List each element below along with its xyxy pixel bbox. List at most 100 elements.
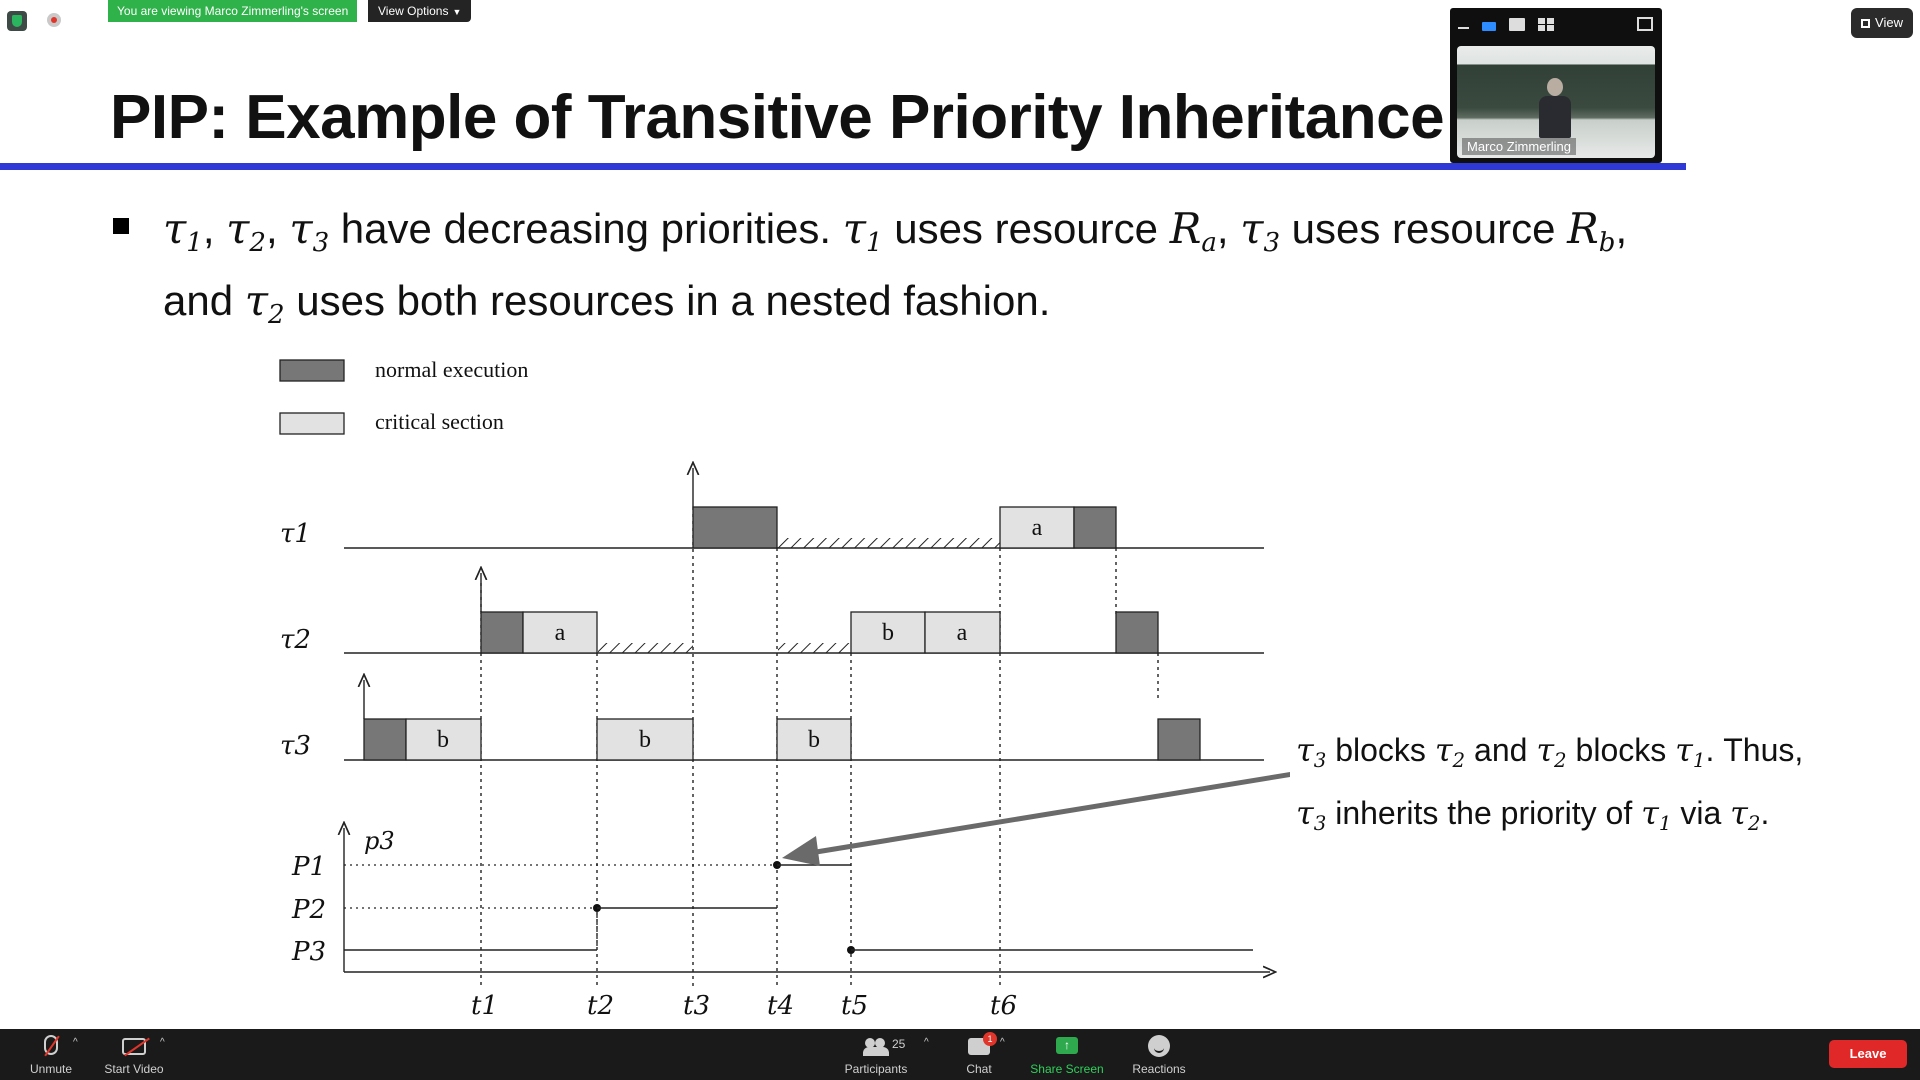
- math-tau2: τ2: [1730, 793, 1761, 835]
- time-label-t4: t4: [767, 991, 794, 1021]
- gallery-view-icon[interactable]: [1538, 18, 1554, 31]
- math-tau1: τ1: [1675, 731, 1706, 772]
- title-divider: [0, 163, 1686, 170]
- annotation-part-4: . Thus,: [1705, 732, 1804, 768]
- annotation-part-3: blocks: [1575, 732, 1667, 768]
- tau3-critical-b-2-label: b: [639, 727, 651, 753]
- speaker-video-feed: Marco Zimmerling: [1457, 46, 1655, 158]
- math-tau3: τ3: [289, 204, 330, 258]
- bullet-text: τ1, τ2, τ3 have decreasing priorities. τ…: [163, 204, 1628, 330]
- chat-label: Chat: [966, 1062, 992, 1076]
- exit-pip-icon[interactable]: [1637, 17, 1653, 31]
- video-options-caret[interactable]: ^: [160, 1037, 165, 1048]
- annotation-part-2: and: [1474, 732, 1528, 768]
- speaker-figure: [1539, 78, 1571, 138]
- chat-caret[interactable]: ^: [1000, 1037, 1005, 1048]
- meeting-control-bar: Unmute ^ Start Video ^ 25 Participants ^…: [0, 1029, 1920, 1080]
- priority-level-p2: P2: [291, 895, 326, 925]
- time-label-t5: t5: [841, 991, 868, 1021]
- leave-button[interactable]: Leave: [1829, 1040, 1907, 1068]
- pip-scheduling-diagram: normal execution critical section τ1 a τ…: [279, 357, 1290, 1021]
- tau3-critical-b-2: [596, 718, 694, 761]
- unmute-button[interactable]: Unmute: [18, 1029, 84, 1080]
- task-label-tau3: τ3: [280, 731, 311, 761]
- priority-level-p1: P1: [291, 852, 326, 882]
- bullet-square-icon: [113, 218, 129, 234]
- share-screen-label: Share Screen: [1030, 1062, 1104, 1076]
- math-rb: Rb: [1567, 204, 1616, 258]
- math-ra: Ra: [1169, 204, 1217, 258]
- tau2-critical-b-label: b: [882, 620, 894, 646]
- annotation-part-7: .: [1760, 794, 1770, 831]
- tau2-critical-a-2: [924, 611, 1001, 654]
- tau1-critical-a: [999, 506, 1075, 549]
- tau1-normal-block-2: [1073, 506, 1117, 549]
- tau1-critical-a-label: a: [1032, 515, 1043, 541]
- muted-mic-icon: [44, 1035, 58, 1055]
- tau1-normal-block-1: [692, 506, 778, 549]
- start-video-label: Start Video: [104, 1062, 164, 1076]
- reactions-button[interactable]: Reactions: [1124, 1029, 1194, 1080]
- speaker-video-panel[interactable]: Marco Zimmerling: [1450, 8, 1662, 163]
- annotation-part-1: blocks: [1335, 732, 1426, 768]
- tau3-normal-block-1: [363, 718, 407, 761]
- video-off-icon: [122, 1038, 146, 1055]
- participants-count: 25: [892, 1037, 906, 1051]
- legend-swatch-critical: [279, 412, 345, 435]
- tau2-critical-a-1: [522, 611, 598, 654]
- priority-level-p3: P3: [291, 937, 326, 967]
- start-video-button[interactable]: Start Video: [96, 1029, 172, 1080]
- tau2-blocked-hatch-1: [598, 643, 693, 653]
- annotation-text: τ3 blocks τ2 and τ2 blocks τ1. Thus, τ3 …: [1296, 724, 1916, 850]
- view-options-button[interactable]: View Options ▼: [368, 0, 472, 22]
- bullet-part-3: uses resource: [1280, 205, 1568, 252]
- annotation-part-5: inherits the priority of: [1335, 794, 1633, 831]
- participants-label: Participants: [844, 1062, 908, 1076]
- view-button[interactable]: View: [1851, 8, 1913, 38]
- recording-icon: [47, 13, 61, 27]
- math-tau1: τ1: [842, 204, 883, 258]
- tau3-normal-block-2: [1157, 718, 1201, 761]
- tau3-critical-b-3-label: b: [808, 727, 820, 753]
- tau2-normal-block-1: [480, 611, 524, 654]
- annotation-part-6: via: [1680, 794, 1722, 831]
- tau3-critical-b-3: [776, 718, 852, 761]
- audio-options-caret[interactable]: ^: [73, 1037, 78, 1048]
- chat-button[interactable]: 1 Chat: [956, 1029, 1002, 1080]
- task-label-tau2: τ2: [280, 625, 311, 655]
- time-label-t2: t2: [587, 991, 614, 1021]
- hide-video-icon[interactable]: [1482, 22, 1496, 31]
- legend-swatch-normal: [279, 359, 345, 382]
- chevron-down-icon: ▼: [452, 7, 462, 17]
- view-button-label: View: [1875, 15, 1903, 30]
- minimize-icon[interactable]: [1458, 27, 1469, 29]
- chat-unread-badge: 1: [983, 1032, 997, 1046]
- grid-icon: [1861, 19, 1871, 28]
- reactions-label: Reactions: [1132, 1062, 1186, 1076]
- tau2-normal-block-2: [1115, 611, 1159, 654]
- view-options-label: View Options: [378, 4, 449, 18]
- task-label-tau1: τ1: [280, 519, 311, 549]
- bullet-part-4: and: [163, 276, 245, 324]
- bullet-part-1: have decreasing priorities.: [340, 205, 843, 252]
- bullet-part-2: uses resource: [882, 205, 1170, 252]
- participants-caret[interactable]: ^: [924, 1037, 929, 1048]
- speaker-view-icon[interactable]: [1509, 18, 1525, 31]
- math-tau1: τ1: [163, 204, 203, 258]
- tau2-critical-b: [850, 611, 926, 654]
- math-tau3: τ3: [1296, 793, 1327, 835]
- math-tau2: τ2: [226, 204, 266, 258]
- tau3-critical-b-1: [405, 718, 482, 761]
- tau2-blocked-hatch-2: [778, 643, 851, 653]
- participants-button[interactable]: 25 Participants: [830, 1029, 922, 1080]
- priority-axis-label: p3: [364, 827, 395, 855]
- math-tau2: τ2: [244, 275, 285, 330]
- tau2-critical-a-2-label: a: [957, 620, 968, 646]
- security-shield-icon[interactable]: [7, 11, 27, 31]
- video-toolbar: [1450, 8, 1662, 44]
- tau2-critical-a-1-label: a: [555, 620, 566, 646]
- share-screen-button[interactable]: ↑ Share Screen: [1024, 1029, 1110, 1080]
- participants-icon: [863, 1038, 889, 1056]
- viewing-banner: You are viewing Marco Zimmerling's scree…: [108, 0, 358, 22]
- tau3-critical-b-1-label: b: [437, 727, 449, 753]
